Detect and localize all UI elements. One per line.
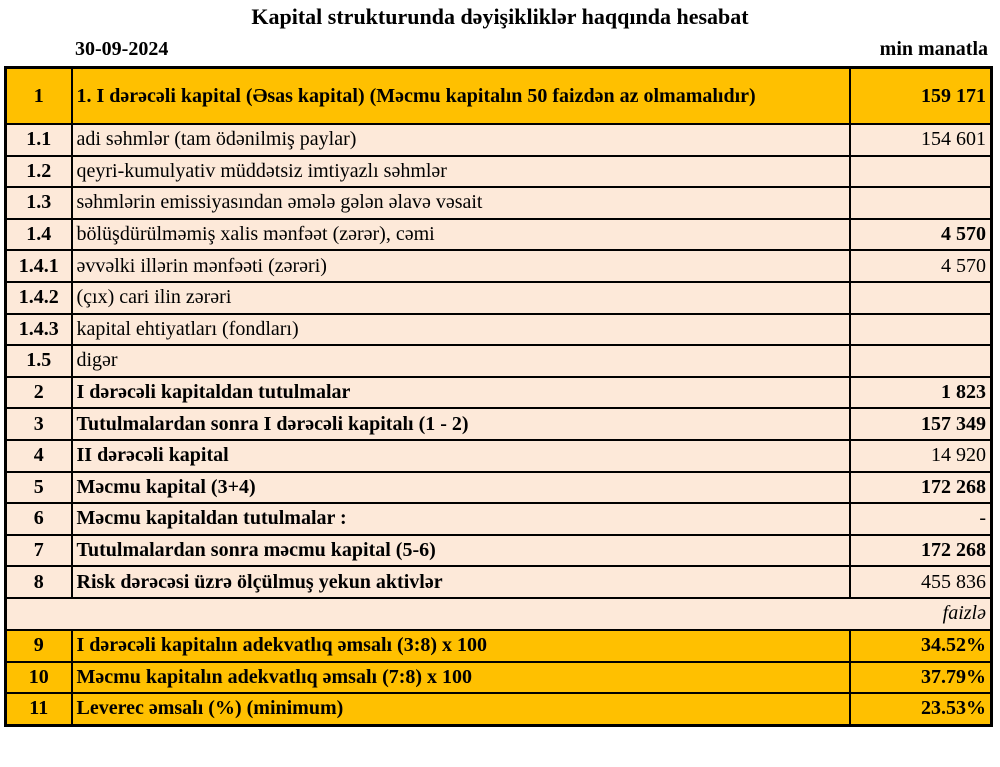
row-label: I dərəcəli kapitalın adekvatlıq əmsalı (…	[70, 628, 851, 663]
row-number: 2	[4, 375, 73, 410]
percent-note: faizlə	[4, 596, 993, 631]
row-value: 172 268	[848, 533, 993, 568]
row-value	[848, 154, 993, 189]
table-row: 6 Məcmu kapitaldan tutulmalar :-	[4, 502, 993, 536]
row-value: 37.79%	[848, 660, 993, 695]
row-number: 1	[4, 66, 73, 125]
row-label: II dərəcəli kapital	[70, 438, 851, 473]
table-row: 1.4 bölüşdürülməmiş xalis mənfəət (zərər)…	[4, 217, 993, 252]
table-row: 11 Leverec əmsalı (%) (minimum) 23.53%	[4, 692, 993, 727]
row-label: bölüşdürülməmiş xalis mənfəət (zərər), c…	[70, 217, 851, 252]
row-value: 159 171	[848, 66, 993, 125]
row-label: qeyri-kumulyativ müddətsiz imtiyazlı səh…	[70, 154, 851, 189]
row-label: I dərəcəli kapitaldan tutulmalar	[70, 375, 851, 410]
table-row: 1.2 qeyri-kumulyativ müddətsiz imtiyazlı …	[4, 154, 993, 189]
row-value: 23.53%	[848, 692, 993, 727]
table-row: 7 Tutulmalardan sonra məcmu kapital (5-6)…	[4, 533, 993, 568]
row-number: 1.2	[4, 154, 73, 189]
row-value: -	[848, 502, 993, 536]
table-row: 1 1. I dərəcəli kapital (Əsas kapital) (M…	[4, 66, 993, 125]
row-value: 1 823	[848, 375, 993, 410]
row-label: Tutulmalardan sonra məcmu kapital (5-6)	[70, 533, 851, 568]
table-row: 3 Tutulmalardan sonra I dərəcəli kapitalı…	[4, 407, 993, 441]
row-number: 1.5	[4, 344, 73, 378]
row-number: 1.4.1	[4, 249, 73, 283]
row-label: Məcmu kapital (3+4)	[70, 470, 851, 505]
table-row: 8 Risk dərəcəsi üzrə ölçülmuş yekun aktiv…	[4, 565, 993, 599]
date: 30-09-2024	[75, 38, 169, 60]
table-row: 4 II dərəcəli kapital 14 920	[4, 438, 993, 473]
row-label: adi səhmlər (tam ödənilmiş paylar)	[70, 123, 851, 157]
row-label: Tutulmalardan sonra I dərəcəli kapitalı …	[70, 407, 851, 441]
table-row: 1.4.3 kapital ehtiyatları (fondları)	[4, 312, 993, 347]
table-row: 1.4.1 əvvəlki illərin mənfəəti (zərəri) 4 …	[4, 249, 993, 283]
row-number: 11	[4, 692, 73, 727]
row-value: 154 601	[848, 123, 993, 157]
capital-table: 1 1. I dərəcəli kapital (Əsas kapital) (M…	[4, 66, 993, 727]
row-number: 1.4.2	[4, 280, 73, 315]
table-body: 1 1. I dərəcəli kapital (Əsas kapital) (M…	[4, 66, 993, 727]
row-number: 1.1	[4, 123, 73, 157]
row-number: 9	[4, 628, 73, 663]
row-value: 157 349	[848, 407, 993, 441]
row-value: 34.52%	[848, 628, 993, 663]
row-number: 7	[4, 533, 73, 568]
row-number: 1.4	[4, 217, 73, 252]
row-label: səhmlərin emissiyasından əmələ gələn əla…	[70, 186, 851, 220]
table-row: 10 Məcmu kapitalın adekvatlıq əmsalı (7:8…	[4, 660, 993, 695]
row-label: əvvəlki illərin mənfəəti (zərəri)	[70, 249, 851, 283]
row-value: 455 836	[848, 565, 993, 599]
row-label: (çıx) cari ilin zərəri	[70, 280, 851, 315]
row-value: 4 570	[848, 249, 993, 283]
row-number: 3	[4, 407, 73, 441]
row-label: Məcmu kapitalın adekvatlıq əmsalı (7:8) …	[70, 660, 851, 695]
row-number: 5	[4, 470, 73, 505]
row-value	[848, 280, 993, 315]
row-label: Risk dərəcəsi üzrə ölçülmuş yekun aktivl…	[70, 565, 851, 599]
row-value: 172 268	[848, 470, 993, 505]
row-label: 1. I dərəcəli kapital (Əsas kapital) (Mə…	[70, 66, 851, 125]
title: Kapital strukturunda dəyişikliklər haqqı…	[251, 4, 749, 29]
row-label: Leverec əmsalı (%) (minimum)	[70, 692, 851, 727]
row-label: kapital ehtiyatları (fondları)	[70, 312, 851, 347]
row-number: 4	[4, 438, 73, 473]
note-row: faizlə	[4, 596, 993, 631]
row-number: 8	[4, 565, 73, 599]
row-number: 10	[4, 660, 73, 695]
row-value: 14 920	[848, 438, 993, 473]
table-row: 5 Məcmu kapital (3+4) 172 268	[4, 470, 993, 505]
row-number: 1.3	[4, 186, 73, 220]
table-row: 1.5 digər	[4, 344, 993, 378]
table-row: 1.1 adi səhmlər (tam ödənilmiş paylar) 154…	[4, 123, 993, 157]
table-row: 1.4.2 (çıx) cari ilin zərəri	[4, 280, 993, 315]
row-value: 4 570	[848, 217, 993, 252]
row-value	[848, 312, 993, 347]
row-label: Məcmu kapitaldan tutulmalar :	[70, 502, 851, 536]
table-row: 1.3 səhmlərin emissiyasından əmələ gələn …	[4, 186, 993, 220]
row-value	[848, 186, 993, 220]
row-label: digər	[70, 344, 851, 378]
row-number: 1.4.3	[4, 312, 73, 347]
row-value	[848, 344, 993, 378]
row-number: 6	[4, 502, 73, 536]
unit: min manatla	[879, 38, 988, 60]
